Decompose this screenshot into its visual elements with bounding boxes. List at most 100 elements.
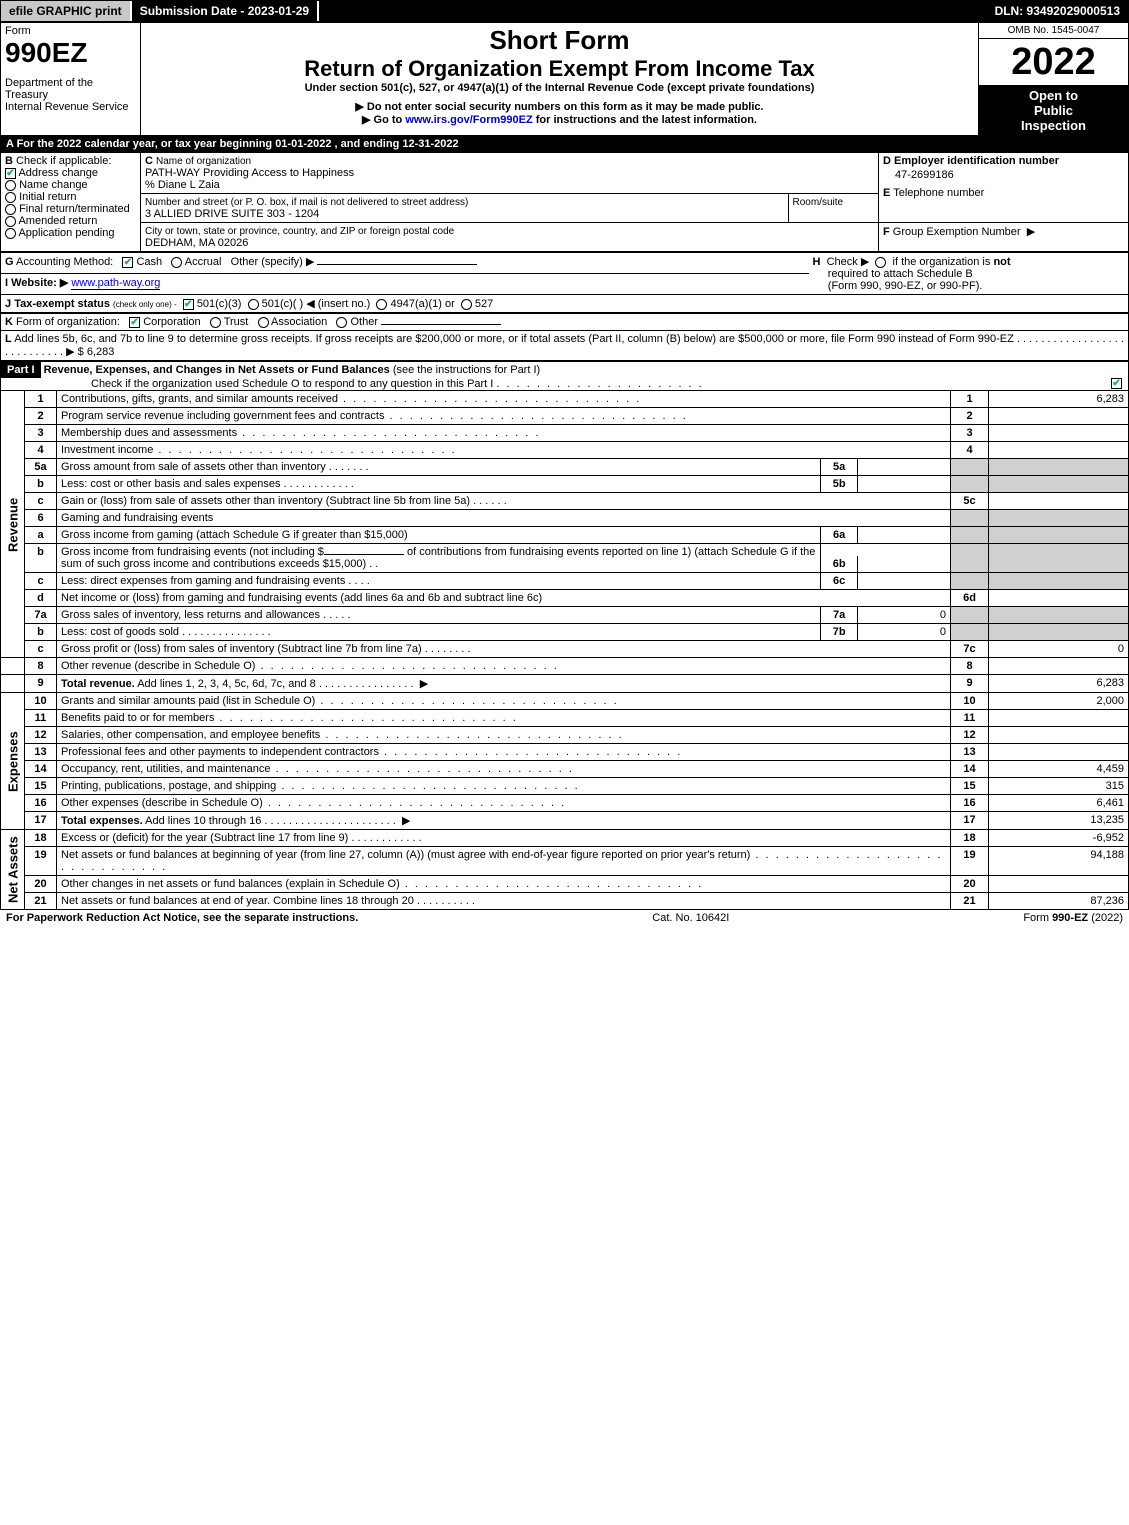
line-7a-amt: 0 bbox=[858, 607, 950, 623]
website-link[interactable]: www.path-way.org bbox=[71, 277, 160, 290]
footer: For Paperwork Reduction Act Notice, see … bbox=[0, 910, 1129, 926]
return-title: Return of Organization Exempt From Incom… bbox=[145, 56, 974, 82]
line-16-amt: 6,461 bbox=[989, 795, 1129, 812]
irs-label: Internal Revenue Service bbox=[5, 101, 136, 113]
org-name: PATH-WAY Providing Access to Happiness bbox=[145, 167, 354, 179]
501c-checkbox[interactable] bbox=[248, 299, 259, 310]
line-15-amt: 315 bbox=[989, 778, 1129, 795]
line-12-text: Salaries, other compensation, and employ… bbox=[57, 727, 951, 744]
line-21-amt: 87,236 bbox=[989, 893, 1129, 910]
501c3-checkbox[interactable] bbox=[183, 299, 194, 310]
line-5b-text: Less: cost or other basis and sales expe… bbox=[57, 476, 821, 493]
527-checkbox[interactable] bbox=[461, 299, 472, 310]
corp-checkbox[interactable] bbox=[129, 317, 140, 328]
line-18-amt: -6,952 bbox=[989, 830, 1129, 847]
section-c-name: C Name of organization PATH-WAY Providin… bbox=[141, 153, 879, 194]
line-6b-text: Gross income from fundraising events (no… bbox=[57, 544, 821, 573]
form-ref: Form 990-EZ (2022) bbox=[1023, 912, 1123, 924]
ssn-note: ▶ Do not enter social security numbers o… bbox=[145, 100, 974, 113]
trust-checkbox[interactable] bbox=[210, 317, 221, 328]
line-13-text: Professional fees and other payments to … bbox=[57, 744, 951, 761]
dln-number: DLN: 93492029000513 bbox=[987, 1, 1128, 21]
initial-return-checkbox[interactable] bbox=[5, 192, 16, 203]
tax-year: 2022 bbox=[979, 39, 1128, 85]
line-7c-amt: 0 bbox=[989, 641, 1129, 658]
paperwork-notice: For Paperwork Reduction Act Notice, see … bbox=[6, 912, 358, 924]
line-4-text: Investment income bbox=[57, 442, 951, 459]
section-c-street: Number and street (or P. O. box, if mail… bbox=[141, 194, 879, 223]
line-1-col: 1 bbox=[951, 391, 989, 408]
line-6c-text: Less: direct expenses from gaming and fu… bbox=[57, 573, 821, 590]
assoc-checkbox[interactable] bbox=[258, 317, 269, 328]
final-return-checkbox[interactable] bbox=[5, 204, 16, 215]
application-pending-checkbox[interactable] bbox=[5, 228, 16, 239]
short-form-title: Short Form bbox=[145, 25, 974, 56]
line-k: K Form of organization: Corporation Trus… bbox=[1, 314, 1129, 331]
accrual-checkbox[interactable] bbox=[171, 257, 182, 268]
cash-checkbox[interactable] bbox=[122, 257, 133, 268]
irs-link[interactable]: www.irs.gov/Form990EZ bbox=[405, 114, 532, 126]
dept-treasury: Department of the Treasury bbox=[5, 77, 136, 101]
part-i-title: Revenue, Expenses, and Changes in Net As… bbox=[44, 364, 390, 376]
section-f: F Group Exemption Number ▶ bbox=[879, 223, 1129, 252]
netassets-sidebar: Net Assets bbox=[1, 830, 25, 910]
line-17-text: Total expenses. Add lines 10 through 16 … bbox=[57, 812, 951, 830]
line-10-amt: 2,000 bbox=[989, 693, 1129, 710]
line-g: G Accounting Method: Cash Accrual Other … bbox=[1, 253, 809, 274]
room-suite-label: Room/suite bbox=[793, 197, 844, 208]
line-i: I Website: ▶ www.path-way.org bbox=[1, 274, 809, 295]
line-16-text: Other expenses (describe in Schedule O) bbox=[57, 795, 951, 812]
line-5c-text: Gain or (loss) from sale of assets other… bbox=[57, 493, 951, 510]
open-inspection: Open to Public Inspection bbox=[979, 86, 1129, 136]
amended-return-checkbox[interactable] bbox=[5, 216, 16, 227]
under-section: Under section 501(c), 527, or 4947(a)(1)… bbox=[145, 82, 974, 94]
line-17-amt: 13,235 bbox=[989, 812, 1129, 830]
line-1-amt: 6,283 bbox=[989, 391, 1129, 408]
part-i-check: Check if the organization used Schedule … bbox=[1, 378, 704, 390]
line-7b-amt: 0 bbox=[858, 624, 950, 640]
ein-value: 47-2699186 bbox=[883, 167, 1124, 187]
line-9-amt: 6,283 bbox=[989, 675, 1129, 693]
4947-checkbox[interactable] bbox=[376, 299, 387, 310]
line-1-num: 1 bbox=[25, 391, 57, 408]
schedule-o-checkbox[interactable] bbox=[1111, 378, 1122, 389]
name-change-checkbox[interactable] bbox=[5, 180, 16, 191]
line-j: J Tax-exempt status (check only one) - 5… bbox=[1, 295, 1129, 313]
revenue-sidebar: Revenue bbox=[1, 391, 25, 658]
other-checkbox[interactable] bbox=[336, 317, 347, 328]
line-8-text: Other revenue (describe in Schedule O) bbox=[57, 658, 951, 675]
line-20-text: Other changes in net assets or fund bala… bbox=[57, 876, 951, 893]
care-of: % Diane L Zaia bbox=[145, 179, 220, 191]
line-l: L Add lines 5b, 6c, and 7b to line 9 to … bbox=[1, 331, 1129, 361]
line-3-text: Membership dues and assessments bbox=[57, 425, 951, 442]
line-a: A For the 2022 calendar year, or tax yea… bbox=[0, 136, 1129, 152]
line-7b-text: Less: cost of goods sold . . . . . . . .… bbox=[57, 624, 821, 641]
line-21-text: Net assets or fund balances at end of ye… bbox=[57, 893, 951, 910]
expenses-sidebar: Expenses bbox=[1, 693, 25, 830]
line-2-text: Program service revenue including govern… bbox=[57, 408, 951, 425]
line-10-text: Grants and similar amounts paid (list in… bbox=[57, 693, 951, 710]
line-6d-text: Net income or (loss) from gaming and fun… bbox=[57, 590, 951, 607]
gross-receipts: $ 6,283 bbox=[78, 346, 115, 358]
line-19-text: Net assets or fund balances at beginning… bbox=[57, 847, 951, 876]
form-word: Form bbox=[5, 25, 136, 37]
address-change-checkbox[interactable] bbox=[5, 168, 16, 179]
title-cell: Short Form Return of Organization Exempt… bbox=[141, 23, 979, 136]
line-19-amt: 94,188 bbox=[989, 847, 1129, 876]
line-1-text: Contributions, gifts, grants, and simila… bbox=[57, 391, 951, 408]
form-number: 990EZ bbox=[5, 37, 136, 69]
line-18-text: Excess or (deficit) for the year (Subtra… bbox=[57, 830, 951, 847]
section-c-city: City or town, state or province, country… bbox=[141, 223, 879, 252]
line-15-text: Printing, publications, postage, and shi… bbox=[57, 778, 951, 795]
line-14-amt: 4,459 bbox=[989, 761, 1129, 778]
line-6a-text: Gross income from gaming (attach Schedul… bbox=[57, 527, 821, 544]
efile-print-button[interactable]: efile GRAPHIC print bbox=[1, 1, 132, 21]
line-11-text: Benefits paid to or for members bbox=[57, 710, 951, 727]
line-5a-text: Gross amount from sale of assets other t… bbox=[57, 459, 821, 476]
goto-note: ▶ Go to www.irs.gov/Form990EZ for instru… bbox=[145, 113, 974, 126]
line-6-text: Gaming and fundraising events bbox=[57, 510, 951, 527]
cat-no: Cat. No. 10642I bbox=[652, 912, 729, 924]
schedule-b-checkbox[interactable] bbox=[875, 257, 886, 268]
street-address: 3 ALLIED DRIVE SUITE 303 - 1204 bbox=[145, 208, 319, 220]
line-9-text: Total revenue. Add lines 1, 2, 3, 4, 5c,… bbox=[57, 675, 951, 693]
